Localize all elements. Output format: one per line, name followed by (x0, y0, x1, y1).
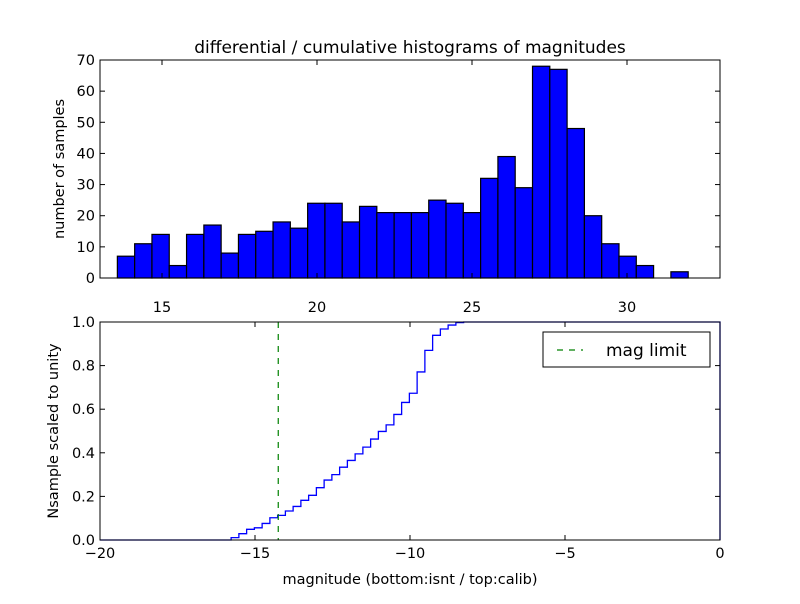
y-tick-label: 20 (77, 209, 95, 225)
histogram-bar (583, 215, 603, 279)
histogram-bar (497, 155, 516, 279)
histogram-bar (255, 230, 274, 279)
histogram-bar (237, 233, 257, 279)
x-tick-label: −10 (395, 546, 426, 562)
histogram-bar (635, 264, 655, 279)
histogram-bar (289, 227, 309, 279)
legend: mag limit (542, 331, 711, 368)
histogram-bar (514, 187, 534, 279)
histogram-bar (168, 264, 188, 279)
histogram-bar (549, 68, 568, 279)
x-tick-label: 25 (463, 300, 481, 316)
y-tick-label: 60 (77, 84, 95, 100)
histogram-bar (341, 221, 361, 279)
y-tick-label: 30 (77, 178, 95, 194)
y-tick-label: 0.0 (72, 533, 95, 549)
x-tick-label: 0 (715, 546, 724, 562)
histogram-bar (307, 202, 326, 279)
top-ylabel: number of samples (52, 99, 68, 239)
bottom-ylabel: Nsample scaled to unity (46, 343, 62, 519)
x-tick-label: 15 (153, 300, 171, 316)
x-tick-label: −5 (554, 546, 575, 562)
y-tick-label: 0.6 (72, 402, 95, 418)
y-tick-label: 1.0 (72, 315, 95, 331)
histogram-bar (151, 233, 170, 279)
y-tick-label: 40 (77, 146, 95, 162)
y-tick-label: 0.2 (72, 489, 95, 505)
x-tick-label: −15 (240, 546, 271, 562)
histogram-bar (670, 271, 689, 279)
histogram-bar (203, 224, 222, 279)
histogram-bar (358, 205, 378, 279)
y-tick-label: 0.4 (72, 446, 95, 462)
histogram-bar (618, 255, 637, 279)
histogram-bar (531, 65, 551, 279)
histogram-bar (428, 199, 447, 279)
x-tick-label: 20 (308, 300, 326, 316)
bottom-cumulative: −20 −15 −10 −5 0 0.0 0.2 0.4 0.6 0.8 1.0 (72, 315, 725, 562)
x-tick-label: 30 (618, 300, 636, 316)
chart-title: differential / cumulative histograms of … (194, 38, 626, 58)
cumulative-step-line (100, 321, 721, 541)
y-tick-label: 10 (77, 240, 95, 256)
histogram-bar (566, 127, 586, 279)
y-tick-label: 70 (77, 53, 95, 69)
y-tick-label: 50 (77, 115, 95, 131)
histogram-bar (116, 255, 136, 279)
histogram-bar (134, 243, 153, 279)
histogram-bar (601, 243, 620, 279)
histogram-bar (410, 212, 430, 279)
legend-label: mag limit (606, 341, 687, 361)
y-tick-label: 0 (86, 271, 95, 287)
histogram-bar (185, 233, 205, 279)
y-tick-label: 0.8 (72, 359, 95, 375)
bottom-xlabel: magnitude (bottom:isnt / top:calib) (282, 572, 537, 588)
x-tick-label: −20 (85, 546, 116, 562)
histogram-bar (480, 177, 499, 279)
histogram-bar (445, 202, 464, 279)
histogram-bar (324, 202, 343, 279)
top-histogram: 15 20 25 30 0 10 20 30 40 50 60 70 (77, 53, 721, 316)
axes-frame (99, 59, 721, 279)
histogram-bar (272, 221, 291, 279)
histogram-bar (220, 252, 240, 279)
histogram-bar (376, 212, 395, 279)
histogram-bar (393, 212, 413, 279)
histogram-bar (462, 212, 482, 279)
